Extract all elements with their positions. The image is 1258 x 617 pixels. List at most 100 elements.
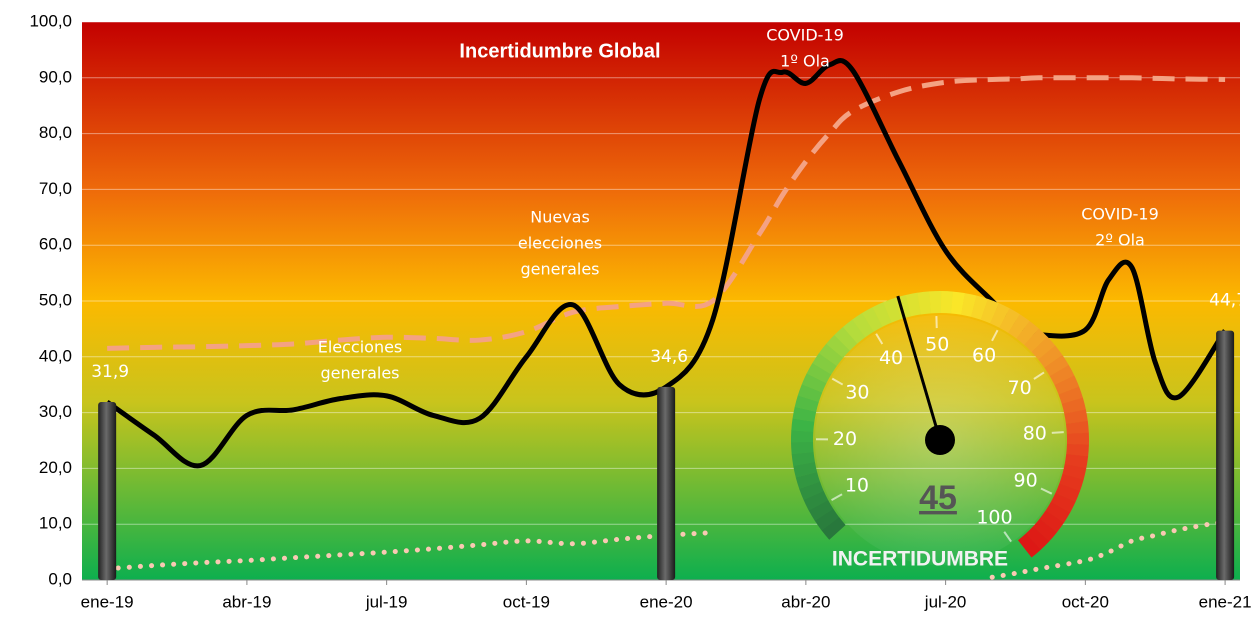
annotation: COVID-19 [1081, 205, 1159, 224]
gauge-arc [1060, 497, 1065, 507]
y-tick-label: 100,0 [29, 11, 72, 30]
gauge-arc [802, 420, 803, 431]
gauge-arc [859, 322, 868, 328]
gauge-arc [1053, 361, 1059, 370]
annotation: 2º Ola [1095, 231, 1145, 250]
gauge-arc [974, 306, 985, 309]
gauge-arc [887, 309, 898, 313]
y-tick-label: 20,0 [39, 458, 72, 477]
gauge-tick-label: 50 [925, 334, 949, 356]
gauge-tick-label: 20 [833, 428, 857, 450]
y-tick-label: 90,0 [39, 67, 72, 86]
gauge-arc [1055, 507, 1061, 517]
gauge-tick [1052, 432, 1064, 433]
gauge-arc [984, 309, 994, 313]
gauge-arc [824, 515, 830, 524]
y-tick-label: 40,0 [39, 346, 72, 365]
gauge-tick-label: 90 [1014, 470, 1038, 492]
gauge-arc [808, 388, 812, 399]
gauge-arc [803, 409, 805, 420]
y-tick-label: 80,0 [39, 123, 72, 142]
gauge-tick-label: 40 [879, 347, 903, 369]
x-tick-label: ene-20 [640, 592, 693, 611]
gauge-arc [1072, 401, 1075, 412]
data-label: 34,6 [650, 347, 688, 367]
annotation: generales [521, 260, 600, 279]
gauge-arc [803, 453, 805, 464]
gauge-tick-label: 30 [845, 381, 869, 403]
gauge-tick-label: 70 [1008, 377, 1032, 399]
y-tick-label: 70,0 [39, 179, 72, 198]
gauge-arc [919, 302, 930, 303]
x-tick-label: oct-19 [503, 592, 550, 611]
gauge-arc [1014, 323, 1023, 329]
gauge-arc [941, 302, 952, 303]
bar [657, 387, 675, 580]
gauge-arc [816, 369, 821, 379]
gauge-arc [1023, 330, 1032, 337]
gauge-arc [1064, 380, 1068, 390]
gauge-tick-label: 100 [976, 506, 1012, 528]
gauge-arc [1041, 526, 1048, 535]
y-tick-label: 0,0 [48, 569, 72, 588]
gauge-arc [1004, 318, 1014, 324]
gauge-knob [925, 425, 955, 455]
data-label: 31,9 [91, 362, 129, 382]
gauge-arc [828, 351, 835, 360]
gauge-arc [810, 485, 814, 495]
gauge-arc [835, 343, 843, 351]
gauge-arc [818, 505, 824, 515]
y-tick-label: 30,0 [39, 402, 72, 421]
annotation: generales [321, 364, 400, 383]
gauge-arc [1077, 422, 1078, 433]
gauge-arc [1025, 542, 1034, 549]
gauge-arc [802, 442, 803, 453]
gauge-tick-label: 60 [972, 344, 996, 366]
x-tick-label: jul-19 [365, 592, 408, 611]
x-tick-label: jul-20 [924, 592, 967, 611]
annotation: Nuevas [530, 208, 590, 227]
gauge-arc [1032, 337, 1040, 345]
gauge-arc [1047, 353, 1054, 362]
gauge-arc [1075, 411, 1077, 422]
gauge-label: INCERTIDUMBRE [832, 548, 1008, 571]
gauge-arc [1065, 487, 1069, 497]
bar [98, 402, 116, 580]
gauge-arc [830, 524, 837, 533]
gauge-arc [804, 464, 806, 475]
gauge-arc [1039, 344, 1046, 352]
gauge-arc [842, 335, 850, 343]
annotation: 1º Ola [780, 52, 830, 71]
gauge-arc [822, 359, 828, 368]
x-tick-label: oct-20 [1062, 592, 1109, 611]
gauge-arc [1075, 455, 1077, 466]
gauge-arc [1033, 534, 1041, 542]
bar [1216, 331, 1234, 580]
gauge-arc [850, 328, 859, 335]
chart: 10203040506070809010045INCERTIDUMBRE 0,0… [0, 0, 1258, 617]
annotation: COVID-19 [766, 26, 844, 45]
gauge-arc [805, 399, 808, 410]
gauge-arc [814, 495, 819, 505]
chart-title: Incertidumbre Global [459, 40, 660, 62]
y-tick-label: 10,0 [39, 514, 72, 533]
annotation: elecciones [518, 234, 602, 253]
gauge-arc [812, 378, 817, 388]
gauge-arc [952, 303, 963, 304]
gauge-arc [963, 304, 974, 306]
gauge-arc [1077, 444, 1078, 455]
gauge-arc [995, 313, 1005, 318]
x-tick-label: abr-19 [222, 592, 271, 611]
gauge-arc [877, 312, 887, 317]
y-tick-label: 60,0 [39, 235, 72, 254]
gauge-arc [1048, 517, 1055, 526]
gauge-value: 45 [919, 479, 957, 517]
gauge-arc [1073, 466, 1076, 477]
gauge-arc [806, 475, 809, 486]
y-tick-label: 50,0 [39, 290, 72, 309]
gauge-arc [908, 304, 919, 306]
x-tick-label: ene-21 [1199, 592, 1252, 611]
gauge-arc [1069, 390, 1073, 401]
x-tick-label: ene-19 [81, 592, 134, 611]
gauge-tick-label: 80 [1023, 422, 1047, 444]
